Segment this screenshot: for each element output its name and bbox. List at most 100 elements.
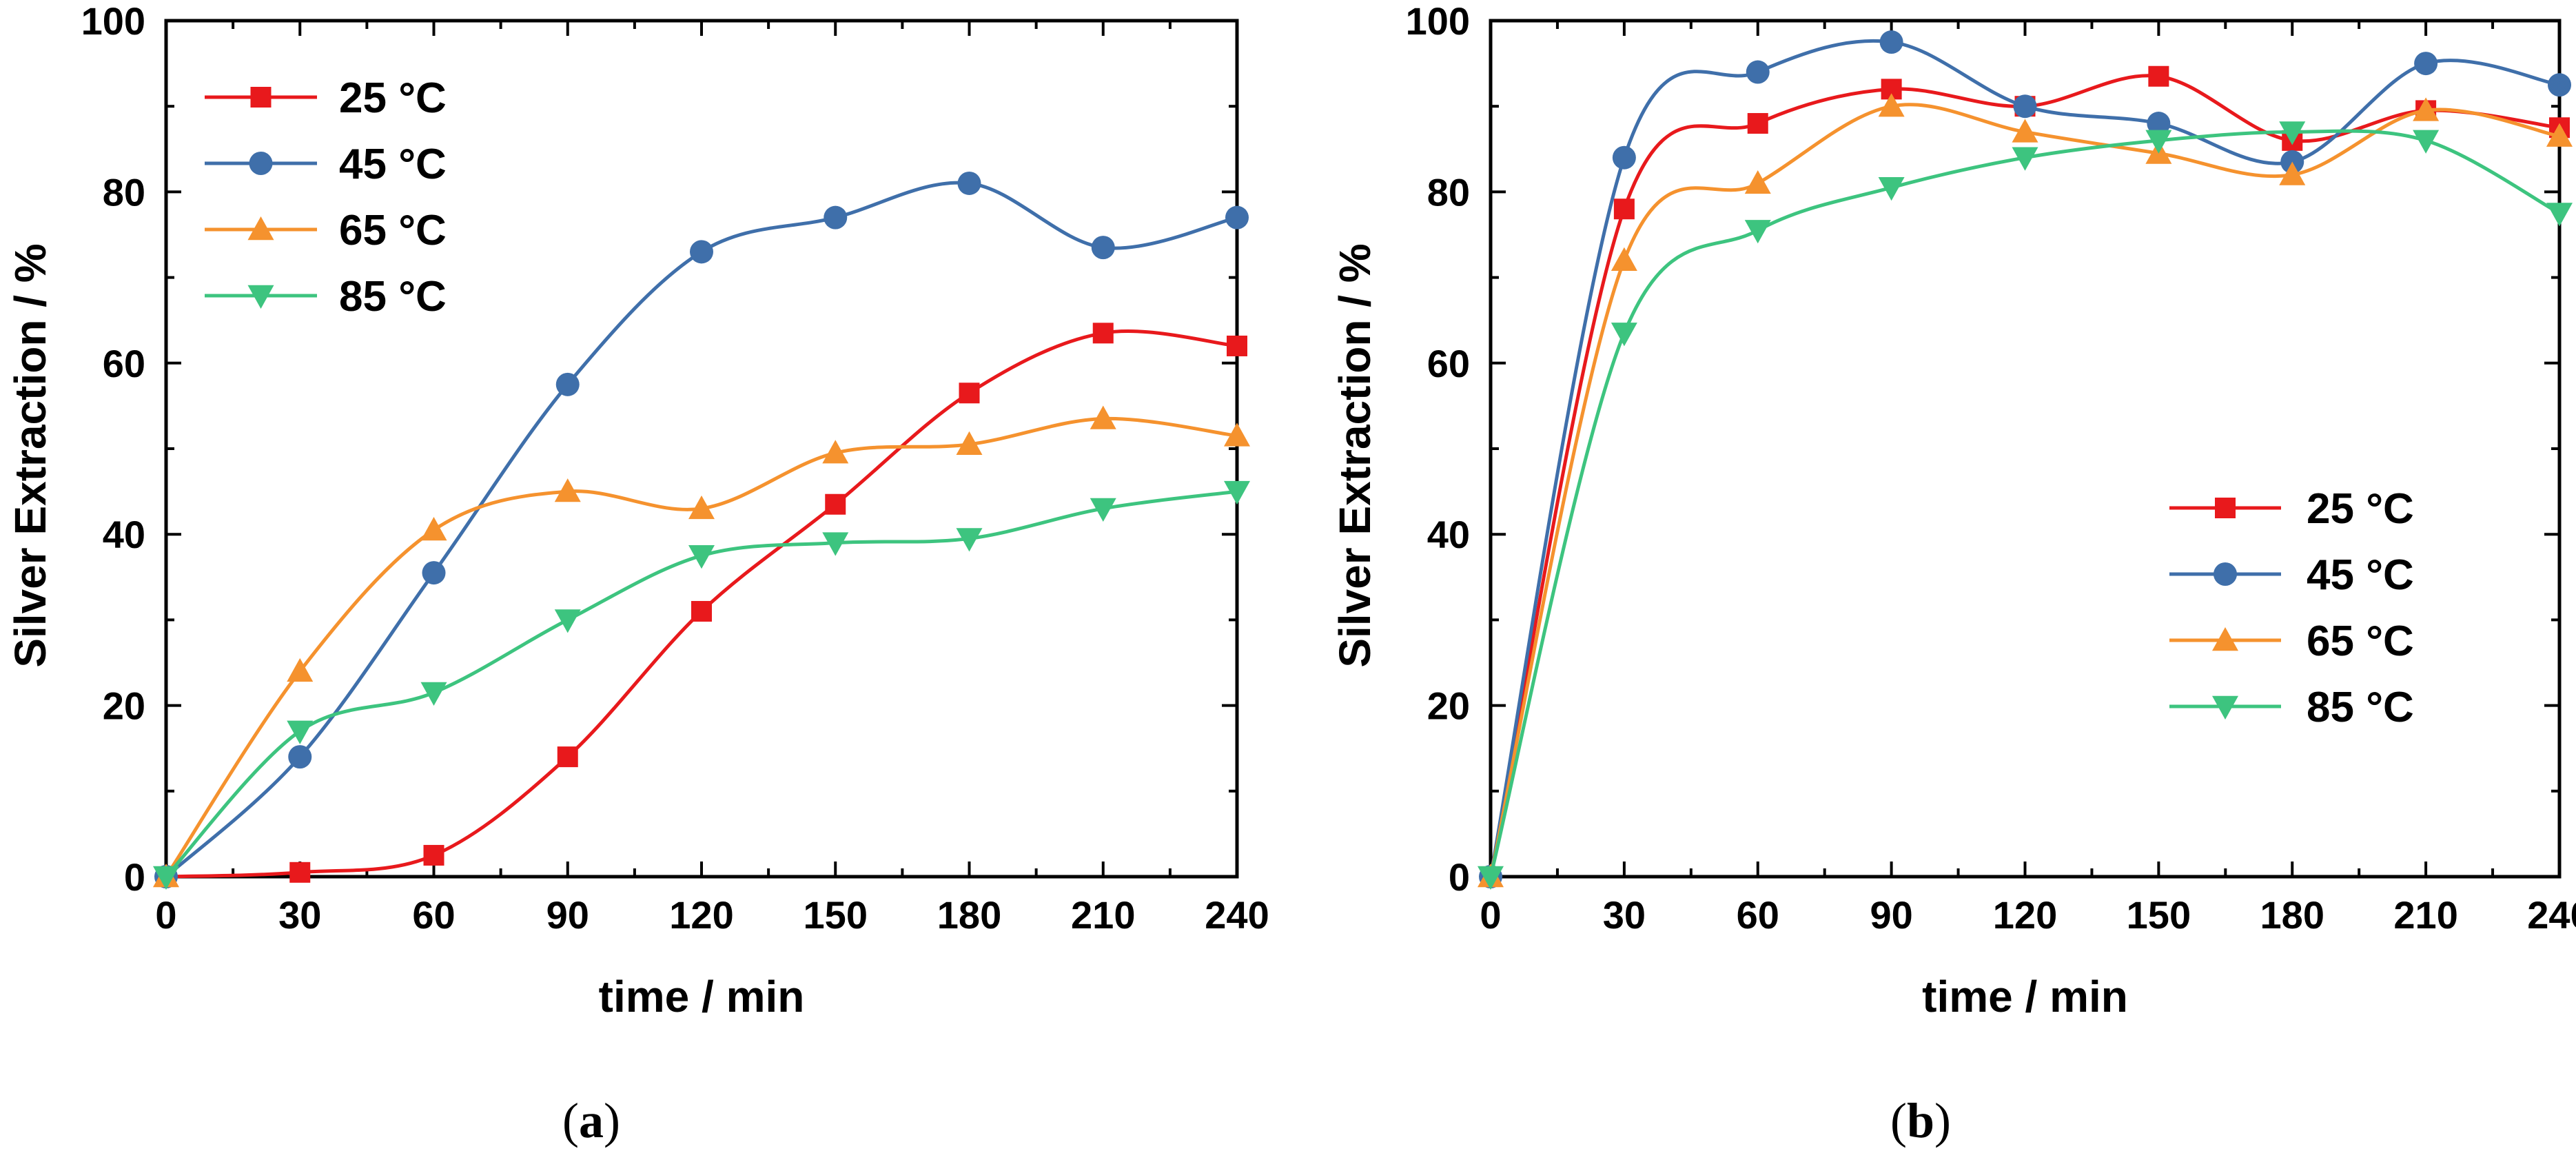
legend-label: 25 °C: [339, 74, 447, 122]
panel-label-a-letter: a: [579, 1093, 604, 1148]
legend-label: 45 °C: [339, 141, 447, 188]
legend-label: 65 °C: [339, 207, 447, 254]
data-point: [1878, 176, 1905, 201]
data-point: [2413, 97, 2440, 121]
data-point: [825, 493, 846, 515]
data-point: [822, 532, 849, 556]
data-point: [2012, 147, 2038, 171]
data-point: [153, 866, 179, 890]
x-tick-label: 240: [1205, 893, 1269, 937]
data-point: [957, 171, 981, 195]
data-point: [289, 862, 311, 883]
legend-marker: [247, 285, 274, 309]
y-tick-label: 40: [103, 513, 145, 556]
data-point: [688, 545, 715, 569]
series-line: [1489, 129, 2561, 877]
x-tick-label: 120: [1993, 893, 2057, 937]
x-tick-label: 150: [2127, 893, 2191, 937]
legend-label: 65 °C: [2307, 618, 2414, 665]
data-point: [422, 561, 446, 585]
data-point: [1227, 335, 1247, 356]
data-point: [555, 372, 580, 396]
legend-marker: [2212, 627, 2238, 651]
data-point: [959, 383, 980, 404]
x-tick-label: 180: [937, 893, 1001, 937]
plot-frame: [164, 19, 1239, 879]
data-point: [1878, 93, 1905, 117]
data-point: [956, 528, 983, 552]
series-line: [1489, 103, 2560, 877]
data-point: [2546, 203, 2573, 227]
x-tick-label: 210: [1071, 893, 1135, 937]
y-tick-label: 80: [1427, 170, 1470, 214]
data-point: [1478, 866, 1504, 890]
legend-label: 85 °C: [339, 273, 447, 320]
chart-panel-b: 0 30 60 90 120 150 180 210 240 0 20 40 60 80 100 time /…: [1330, 0, 2576, 1021]
data-point: [1744, 170, 1771, 194]
x-tick-label: 90: [1870, 893, 1912, 937]
series-line: [165, 181, 1238, 878]
panel-label-a: (a): [562, 1093, 620, 1148]
data-point: [1612, 145, 1636, 170]
data-point: [2145, 130, 2172, 154]
data-point: [1746, 60, 1770, 84]
data-point: [1091, 236, 1115, 260]
data-point: [956, 431, 983, 455]
legend-marker: [2215, 498, 2236, 518]
data-point: [420, 682, 447, 706]
data-point: [2012, 119, 2038, 143]
data-point: [1090, 405, 1116, 429]
legend-marker: [2214, 562, 2237, 586]
x-tick-label: 0: [1480, 893, 1501, 937]
y-tick-label: 100: [81, 0, 145, 43]
y-tick-label: 40: [1427, 513, 1470, 556]
data-point: [822, 440, 849, 464]
data-point: [1224, 480, 1250, 505]
data-point: [1224, 422, 1250, 447]
x-tick-label: 30: [1603, 893, 1646, 937]
data-point: [2414, 52, 2438, 76]
series-line: [1489, 74, 2560, 877]
y-tick-label: 60: [1427, 342, 1470, 385]
y-tick-label: 20: [1427, 684, 1470, 728]
data-point: [1611, 323, 1637, 347]
panel-label-b-letter: b: [1907, 1093, 1934, 1148]
legend-label: 25 °C: [2307, 485, 2414, 533]
y-axis-title: Silver Extraction / %: [6, 243, 55, 667]
data-point: [288, 745, 312, 769]
x-tick-label: 90: [546, 893, 589, 937]
data-point: [1613, 198, 1635, 220]
y-tick-label: 100: [1406, 0, 1470, 43]
data-point: [1225, 205, 1249, 230]
legend-marker: [247, 216, 274, 241]
data-point: [557, 746, 578, 768]
x-axis-title: time / min: [1922, 972, 2128, 1021]
data-point: [2279, 161, 2306, 185]
x-tick-label: 30: [278, 893, 321, 937]
legend-label: 85 °C: [2307, 684, 2414, 731]
data-point: [1611, 247, 1637, 271]
x-tick-label: 150: [804, 893, 868, 937]
data-point: [2148, 65, 2169, 87]
y-tick-label: 80: [103, 170, 145, 214]
data-point: [287, 720, 314, 744]
legend-marker: [2212, 695, 2238, 720]
data-point: [2279, 121, 2306, 145]
y-tick-label: 0: [1449, 855, 1470, 899]
data-point: [2413, 130, 2440, 154]
data-point: [2013, 94, 2037, 119]
x-tick-label: 60: [1737, 893, 1779, 937]
data-point: [690, 240, 713, 264]
data-point: [1092, 323, 1114, 344]
data-point: [688, 495, 715, 520]
legend-marker: [250, 87, 272, 108]
legend-label: 45 °C: [2307, 551, 2414, 599]
x-tick-label: 0: [155, 893, 176, 937]
y-tick-label: 20: [103, 684, 145, 728]
x-tick-label: 120: [669, 893, 733, 937]
x-tick-label: 210: [2393, 893, 2457, 937]
x-axis-title: time / min: [599, 972, 805, 1021]
data-point: [1744, 220, 1771, 244]
data-point: [423, 844, 444, 866]
